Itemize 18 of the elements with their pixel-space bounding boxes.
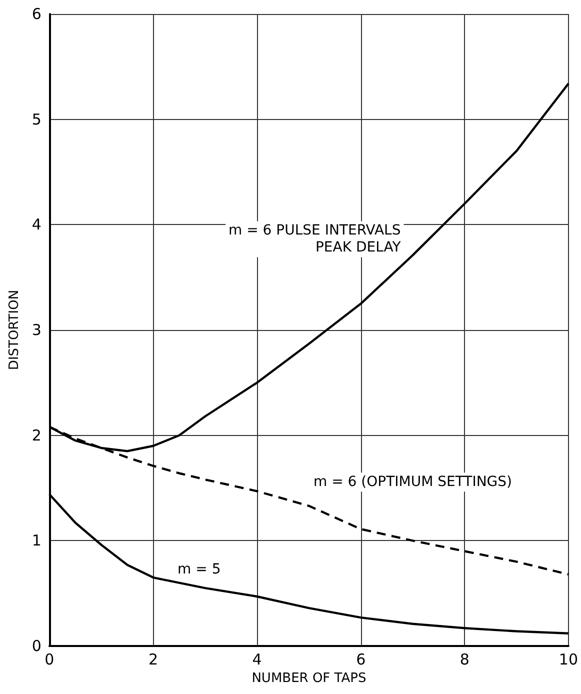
series-label: m = 6 PULSE INTERVALS PEAK DELAY [228, 222, 402, 256]
series-label: m = 6 (OPTIMUM SETTINGS) [314, 474, 512, 490]
x-tick-label: 6 [356, 650, 366, 668]
x-axis-title: NUMBER OF TAPS [252, 671, 366, 686]
y-tick-label: 3 [32, 321, 42, 339]
x-tick-label: 10 [558, 650, 578, 668]
x-tick-label: 0 [44, 650, 54, 668]
y-tick-label: 5 [32, 110, 42, 128]
y-tick-label: 1 [32, 532, 42, 550]
x-tick-label: 2 [148, 650, 158, 668]
y-tick-label: 2 [32, 426, 42, 444]
y-tick-label: 4 [32, 216, 42, 234]
y-tick-label: 6 [32, 5, 42, 23]
y-axis-title: DISTORTION [7, 290, 22, 370]
x-tick-label: 4 [252, 650, 262, 668]
y-tick-label: 0 [32, 637, 42, 655]
x-tick-label: 8 [460, 650, 470, 668]
series-label: m = 5 [178, 562, 221, 578]
